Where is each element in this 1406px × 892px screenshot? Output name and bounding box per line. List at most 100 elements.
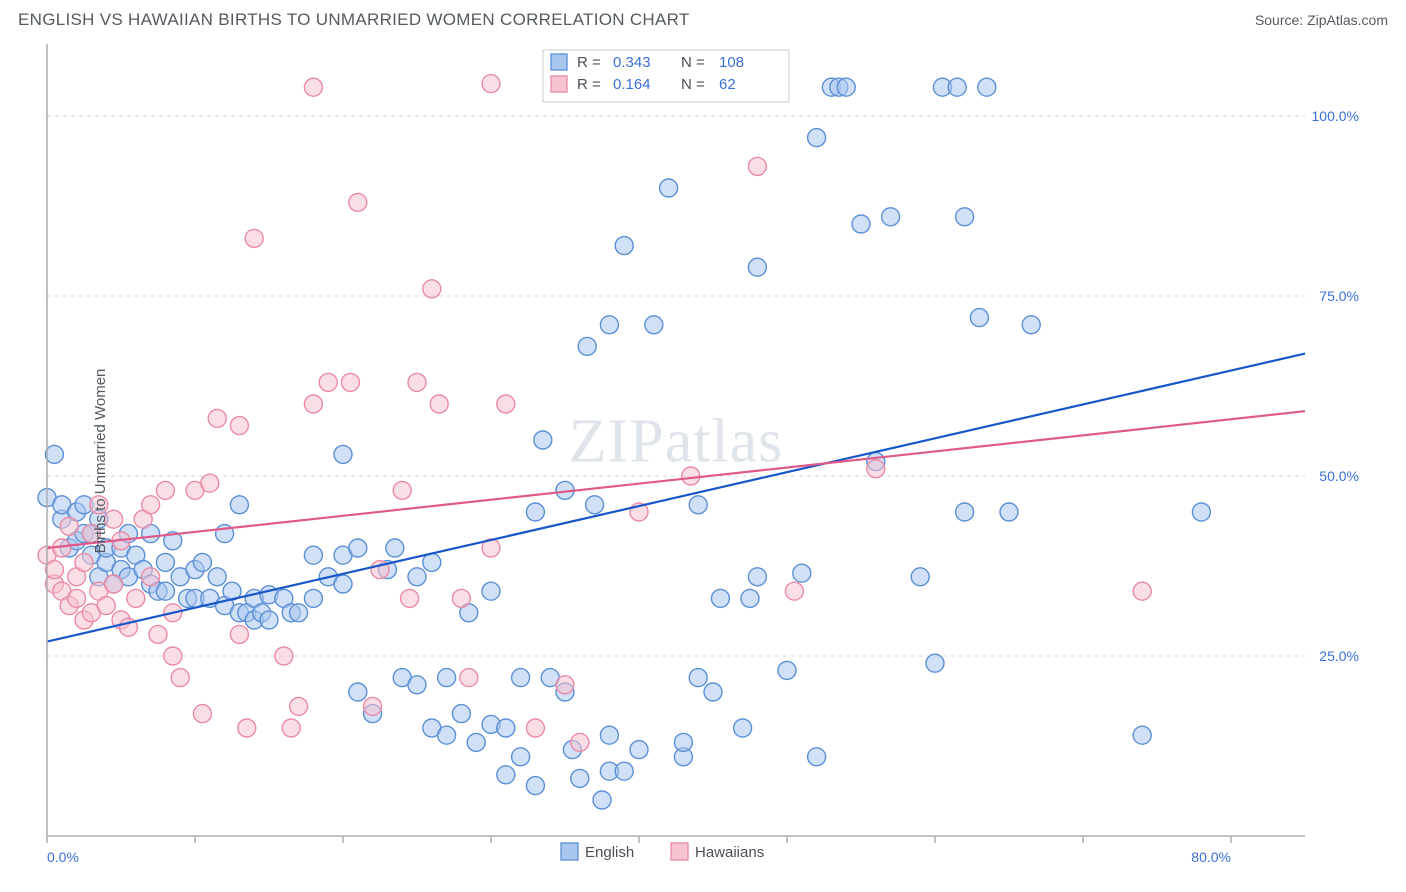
data-point bbox=[785, 582, 803, 600]
data-point bbox=[711, 589, 729, 607]
data-point bbox=[349, 193, 367, 211]
data-point bbox=[238, 719, 256, 737]
data-point bbox=[578, 337, 596, 355]
data-point bbox=[156, 553, 174, 571]
data-point bbox=[748, 157, 766, 175]
legend-n-value: 62 bbox=[719, 76, 736, 93]
data-point bbox=[408, 676, 426, 694]
data-point bbox=[164, 647, 182, 665]
data-point bbox=[645, 316, 663, 334]
data-point bbox=[408, 373, 426, 391]
legend-swatch bbox=[551, 76, 567, 92]
data-point bbox=[349, 539, 367, 557]
correlation-scatter-chart: 25.0%50.0%75.0%100.0%ZIPatlas0.0%80.0%R … bbox=[0, 36, 1406, 886]
data-point bbox=[208, 568, 226, 586]
data-point bbox=[586, 496, 604, 514]
data-point bbox=[482, 75, 500, 93]
data-point bbox=[808, 748, 826, 766]
data-point bbox=[882, 208, 900, 226]
data-point bbox=[260, 611, 278, 629]
data-point bbox=[75, 553, 93, 571]
data-point bbox=[600, 316, 618, 334]
data-point bbox=[970, 309, 988, 327]
data-point bbox=[349, 683, 367, 701]
data-point bbox=[127, 589, 145, 607]
data-point bbox=[556, 676, 574, 694]
data-point bbox=[156, 582, 174, 600]
data-point bbox=[1000, 503, 1018, 521]
data-point bbox=[948, 78, 966, 96]
data-point bbox=[748, 568, 766, 586]
data-point bbox=[230, 625, 248, 643]
data-point bbox=[778, 661, 796, 679]
data-point bbox=[526, 719, 544, 737]
data-point bbox=[452, 705, 470, 723]
data-point bbox=[1022, 316, 1040, 334]
data-point bbox=[334, 575, 352, 593]
data-point bbox=[275, 647, 293, 665]
data-point bbox=[956, 208, 974, 226]
legend-r-value: 0.164 bbox=[613, 76, 651, 93]
data-point bbox=[282, 719, 300, 737]
data-point bbox=[230, 417, 248, 435]
legend-r-label: R = bbox=[577, 76, 601, 93]
data-point bbox=[438, 669, 456, 687]
data-point bbox=[156, 481, 174, 499]
y-tick-label: 25.0% bbox=[1319, 648, 1359, 664]
data-point bbox=[689, 496, 707, 514]
data-point bbox=[319, 373, 337, 391]
data-point bbox=[290, 697, 308, 715]
legend-label: Hawaiians bbox=[695, 844, 764, 861]
data-point bbox=[208, 409, 226, 427]
data-point bbox=[334, 445, 352, 463]
data-point bbox=[460, 669, 478, 687]
x-tick-label: 0.0% bbox=[47, 849, 79, 865]
data-point bbox=[1133, 582, 1151, 600]
data-point bbox=[142, 496, 160, 514]
data-point bbox=[467, 733, 485, 751]
data-point bbox=[171, 669, 189, 687]
data-point bbox=[497, 719, 515, 737]
data-point bbox=[423, 280, 441, 298]
data-point bbox=[201, 474, 219, 492]
data-point bbox=[245, 229, 263, 247]
data-point bbox=[482, 582, 500, 600]
source-link[interactable]: ZipAtlas.com bbox=[1307, 12, 1388, 28]
data-point bbox=[512, 669, 530, 687]
y-tick-label: 50.0% bbox=[1319, 468, 1359, 484]
data-point bbox=[452, 589, 470, 607]
data-point bbox=[748, 258, 766, 276]
data-point bbox=[408, 568, 426, 586]
data-point bbox=[401, 589, 419, 607]
data-point bbox=[105, 575, 123, 593]
data-point bbox=[386, 539, 404, 557]
data-point bbox=[304, 78, 322, 96]
watermark: ZIPatlas bbox=[569, 408, 784, 476]
data-point bbox=[304, 395, 322, 413]
data-point bbox=[978, 78, 996, 96]
data-point bbox=[852, 215, 870, 233]
data-point bbox=[600, 726, 618, 744]
data-point bbox=[926, 654, 944, 672]
data-point bbox=[304, 589, 322, 607]
data-point bbox=[615, 237, 633, 255]
y-axis-label: Births to Unmarried Women bbox=[92, 369, 109, 554]
data-point bbox=[497, 395, 515, 413]
data-point bbox=[60, 517, 78, 535]
data-point bbox=[660, 179, 678, 197]
data-point bbox=[68, 589, 86, 607]
source-label: Source: ZipAtlas.com bbox=[1255, 12, 1388, 28]
data-point bbox=[393, 481, 411, 499]
data-point bbox=[193, 553, 211, 571]
data-point bbox=[193, 705, 211, 723]
data-point bbox=[741, 589, 759, 607]
legend-swatch bbox=[551, 54, 567, 70]
data-point bbox=[593, 791, 611, 809]
data-point bbox=[526, 503, 544, 521]
data-point bbox=[704, 683, 722, 701]
data-point bbox=[682, 467, 700, 485]
y-tick-label: 100.0% bbox=[1312, 108, 1359, 124]
data-point bbox=[230, 496, 248, 514]
legend-r-value: 0.343 bbox=[613, 54, 651, 71]
data-point bbox=[808, 129, 826, 147]
